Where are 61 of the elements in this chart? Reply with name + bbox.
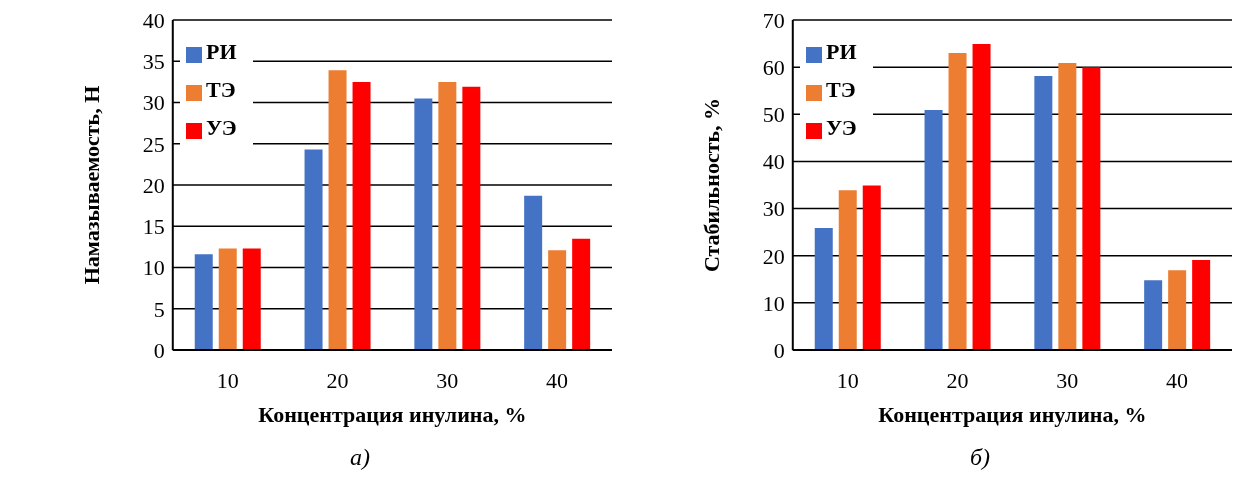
x-tick-label: 40 [1166,367,1189,393]
text: б) [968,444,992,471]
bar [524,195,543,350]
bar [1192,259,1211,350]
y-tick-label: 50 [762,102,785,128]
bar [838,190,857,350]
bar [972,44,991,350]
bar [1058,62,1077,350]
bar [1168,270,1187,350]
x-tick-label: 10 [836,367,859,393]
x-tick-label: 10 [216,367,239,393]
x-axis-title: Концентрация инулина, % [878,402,1147,427]
legend-label: ТЭ [826,77,856,102]
bar [948,53,967,350]
bar [924,110,943,350]
x-tick-label: 30 [436,367,459,393]
bar [242,248,261,350]
x-tick-label: 30 [1056,367,1079,393]
legend-label: РИ [826,39,857,64]
y-tick-label: 20 [142,172,165,198]
bar [1034,76,1053,350]
x-tick-label: 40 [546,367,569,393]
bar [438,81,457,350]
y-tick-label: 35 [142,49,165,75]
text: а) [349,444,371,471]
x-axis-title: Концентрация инулина, % [258,402,527,427]
y-tick-label: 25 [142,131,165,157]
bar [218,248,237,350]
y-tick-label: 20 [762,243,785,269]
bar [1144,280,1163,350]
bar [352,81,371,350]
y-tick-label: 30 [762,196,785,222]
bar [862,185,881,350]
legend-label: РИ [206,39,237,64]
bar [304,149,323,350]
y-tick-label: 30 [142,90,165,116]
bar [414,98,433,350]
x-tick-label: 20 [326,367,349,393]
bar [572,238,591,350]
y-axis-title: Стабильность, % [698,97,724,273]
x-tick-label: 20 [946,367,969,393]
legend-label: УЭ [206,115,237,140]
bar [328,70,347,350]
y-tick-label: 0 [773,337,785,363]
y-tick-label: 10 [142,255,165,281]
y-tick-label: 40 [762,149,785,175]
legend-label: УЭ [826,115,857,140]
bar [462,86,481,350]
y-tick-label: 15 [142,214,165,240]
y-tick-label: 5 [153,296,165,322]
bar [548,250,567,350]
bar [194,254,213,350]
bar [1082,67,1101,350]
y-tick-label: 70 [762,7,785,33]
y-tick-label: 0 [153,337,165,363]
y-tick-label: 10 [762,290,785,316]
legend-label: ТЭ [206,77,236,102]
y-axis-title: Намазываемость, Н [78,85,104,285]
bar [814,227,833,350]
y-tick-label: 40 [142,7,165,33]
y-tick-label: 60 [762,54,785,80]
